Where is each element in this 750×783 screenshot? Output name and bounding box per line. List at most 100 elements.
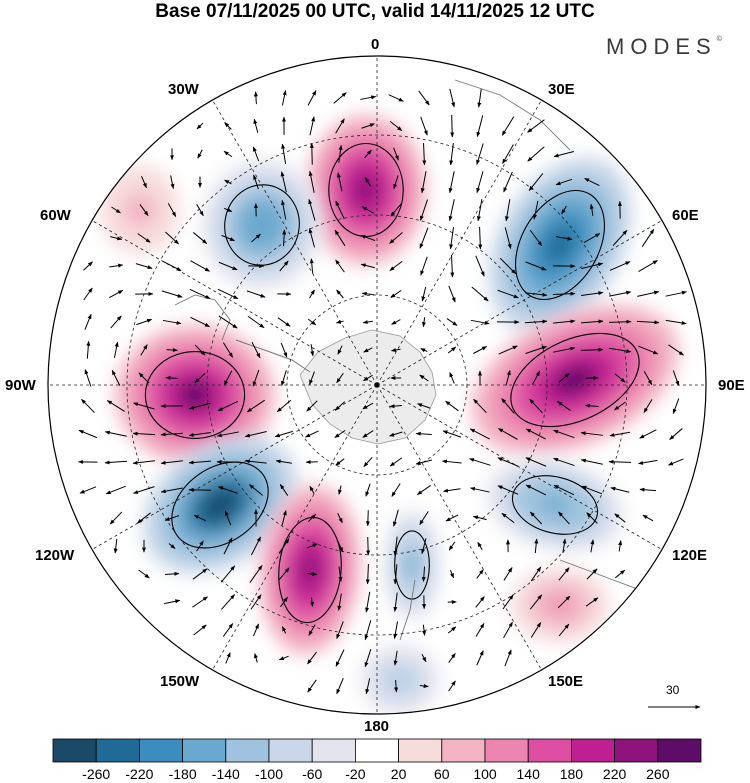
wind-arrow bbox=[224, 179, 232, 185]
wind-arrow bbox=[309, 142, 314, 165]
colorbar-tick-label: 60 bbox=[434, 766, 450, 782]
wind-arrow bbox=[476, 199, 483, 222]
wind-arrow bbox=[137, 233, 151, 243]
wind-arrow bbox=[447, 346, 457, 354]
wind-arrow bbox=[477, 88, 482, 108]
anomaly-negative-lon60e bbox=[488, 157, 632, 333]
wind-arrow bbox=[553, 484, 575, 496]
wind-arrow bbox=[336, 621, 344, 640]
wind-arrow bbox=[109, 511, 123, 525]
wind-arrow bbox=[165, 231, 179, 245]
wind-arrow bbox=[672, 370, 680, 387]
wind-arrow bbox=[113, 341, 119, 358]
wind-arrow bbox=[308, 170, 315, 193]
wind-arrow bbox=[448, 171, 455, 194]
wind-arrow bbox=[581, 262, 604, 270]
colorbar-cell bbox=[95, 738, 140, 763]
wind-arrow bbox=[391, 483, 401, 497]
wind-arrow bbox=[110, 236, 123, 241]
wind-arrow bbox=[188, 460, 212, 465]
wind-arrow bbox=[419, 227, 429, 249]
wind-arrow bbox=[643, 399, 653, 414]
anomaly-positive-lon60w bbox=[100, 165, 180, 255]
wind-arrow bbox=[504, 227, 512, 250]
wind-arrow bbox=[638, 260, 658, 272]
wind-arrow bbox=[552, 291, 576, 296]
wind-arrow bbox=[473, 346, 488, 354]
wind-arrow bbox=[390, 289, 402, 299]
wind-arrow bbox=[553, 151, 574, 158]
wind-arrow bbox=[449, 569, 455, 579]
wind-arrow bbox=[417, 485, 431, 495]
colorbar-cell bbox=[398, 738, 443, 763]
wind-arrow bbox=[188, 402, 211, 410]
wind-arrow bbox=[308, 228, 315, 248]
wind-arrow bbox=[220, 565, 236, 583]
colorbar-tick-label: 180 bbox=[559, 766, 584, 782]
colorbar-tick-label: -60 bbox=[302, 766, 323, 782]
wind-arrow bbox=[475, 622, 485, 637]
anomaly-contours bbox=[144, 142, 640, 624]
colorbar-tick-label: 20 bbox=[390, 766, 407, 782]
wind-arrow bbox=[250, 594, 262, 610]
meridian-line bbox=[91, 384, 378, 551]
wind-arrow bbox=[83, 261, 93, 271]
wind-arrow bbox=[274, 430, 293, 438]
wind-arrow bbox=[190, 316, 210, 328]
wind-arrow bbox=[164, 599, 181, 605]
wind-arrow bbox=[136, 512, 151, 524]
wind-arrow bbox=[244, 431, 267, 438]
contour-line bbox=[224, 184, 300, 266]
colorbar-tick-label: -140 bbox=[211, 766, 240, 782]
wind-arrow bbox=[221, 234, 235, 242]
wind-arrow bbox=[504, 199, 511, 222]
wind-arrow bbox=[106, 400, 125, 412]
wind-arrow bbox=[388, 94, 404, 102]
wind-arrow bbox=[497, 485, 519, 495]
lon-label-180: 180 bbox=[364, 718, 390, 735]
wind-arrow bbox=[194, 344, 206, 356]
wind-arrow bbox=[281, 199, 287, 220]
wind-arrow bbox=[335, 200, 345, 220]
wind-arrow bbox=[84, 313, 92, 330]
wind-arrow bbox=[140, 344, 148, 356]
wind-arrow bbox=[555, 178, 573, 186]
logo-mark: © bbox=[716, 36, 722, 43]
wind-arrow bbox=[244, 459, 267, 464]
wind-arrow bbox=[196, 540, 204, 552]
wind-arrow bbox=[608, 459, 632, 464]
wind-arrow bbox=[249, 565, 263, 583]
wind-arrow bbox=[418, 90, 430, 106]
wind-arrow bbox=[393, 564, 398, 585]
wind-arrow bbox=[504, 649, 512, 667]
wind-arrow bbox=[81, 398, 95, 414]
meridian-line bbox=[91, 219, 378, 386]
wind-arrow bbox=[363, 374, 373, 382]
wind-arrow bbox=[197, 149, 203, 159]
wind-arrow bbox=[470, 319, 490, 325]
wind-arrow bbox=[111, 206, 121, 214]
wind-arrow bbox=[334, 401, 346, 411]
wind-arrow bbox=[580, 458, 603, 465]
wind-arrow bbox=[469, 428, 490, 440]
wind-arrow bbox=[218, 261, 238, 271]
wind-arrow bbox=[612, 229, 628, 246]
contour-line bbox=[511, 475, 599, 535]
meridian-line bbox=[376, 384, 543, 671]
wind-arrow bbox=[529, 398, 543, 414]
anomaly-band bbox=[554, 364, 596, 396]
colorbar-tick-label: 140 bbox=[516, 766, 540, 782]
wind-arrow bbox=[337, 345, 343, 355]
colorbar-cell bbox=[571, 738, 616, 763]
wind-arrow bbox=[336, 539, 344, 553]
wind-arrow bbox=[476, 143, 484, 166]
meridian-line bbox=[211, 99, 378, 386]
wind-arrow bbox=[529, 229, 543, 247]
wind-arrow bbox=[639, 487, 657, 492]
wind-arrow bbox=[307, 679, 317, 693]
wind-arrow bbox=[190, 260, 210, 272]
wind-arrow bbox=[442, 430, 462, 438]
wind-arrow bbox=[614, 569, 626, 579]
wind-arrow bbox=[282, 229, 287, 247]
colorbar-tick-label: 220 bbox=[602, 766, 627, 782]
